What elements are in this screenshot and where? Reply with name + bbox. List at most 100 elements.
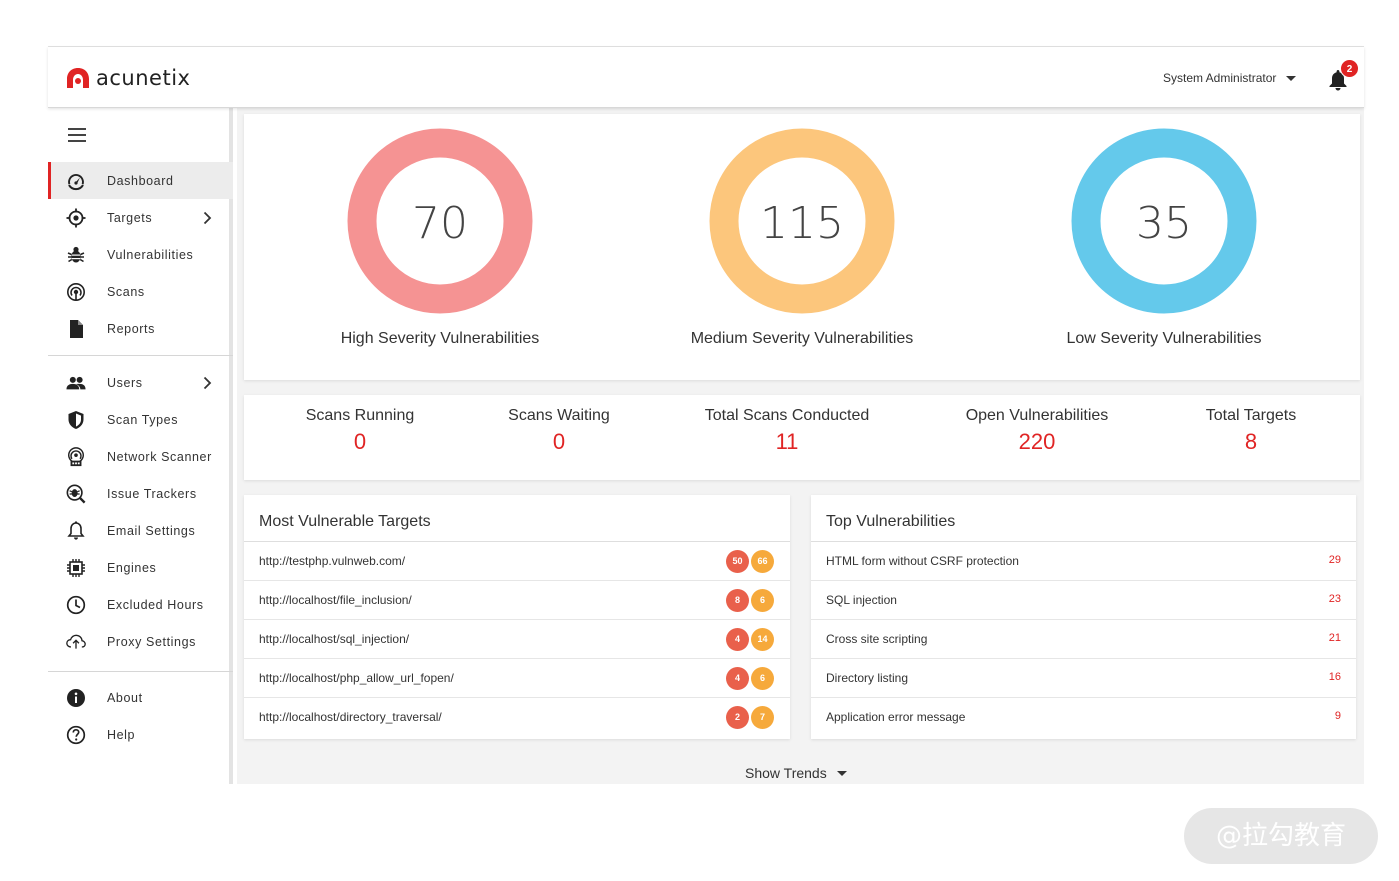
table-row[interactable]: SQL injection 23 — [811, 581, 1356, 620]
medium-count-badge: 6 — [751, 589, 774, 612]
high-severity-ring — [347, 128, 533, 314]
acunetix-logo[interactable]: acunetix — [66, 65, 190, 91]
clock-icon — [66, 595, 86, 615]
high-count-badge: 8 — [726, 589, 749, 612]
watermark: @拉勾教育 — [1184, 808, 1378, 864]
stat-value: 0 — [552, 429, 566, 454]
sidebar-item-email-settings[interactable]: Email Settings — [48, 512, 233, 549]
stat-total-scans[interactable]: Total Scans Conducted 11 — [687, 407, 887, 455]
low-severity-donut[interactable]: 35 — [1071, 128, 1257, 314]
card-header-divider — [244, 541, 790, 542]
sidebar-item-scan-types[interactable]: Scan Types — [48, 401, 233, 438]
sidebar-item-label: Network Scanner — [107, 449, 212, 464]
notifications-button[interactable]: 2 — [1328, 59, 1359, 93]
hamburger-line — [68, 140, 86, 142]
vulnerability-count: 21 — [1328, 632, 1341, 644]
low-severity-ring — [1071, 128, 1257, 314]
sidebar-item-label: Users — [107, 375, 143, 390]
sidebar-item-proxy-settings[interactable]: Proxy Settings — [48, 623, 233, 660]
table-row[interactable]: http://localhost/file_inclusion/ 8 6 — [244, 581, 790, 620]
hamburger-line — [68, 128, 86, 130]
notification-badge: 2 — [1340, 59, 1359, 78]
bug-tracker-icon — [66, 484, 86, 504]
sidebar-item-scans[interactable]: Scans — [48, 273, 233, 310]
medium-severity-ring — [709, 128, 895, 314]
sidebar-item-label: Engines — [107, 560, 157, 575]
cloud-upload-icon — [66, 632, 86, 652]
table-row[interactable]: Cross site scripting 21 — [811, 620, 1356, 659]
stat-scans-waiting[interactable]: Scans Waiting 0 — [459, 407, 659, 455]
sidebar-item-label: Proxy Settings — [107, 634, 196, 649]
stat-label: Scans Waiting — [508, 407, 610, 424]
sidebar-item-dashboard[interactable]: Dashboard — [48, 162, 233, 199]
brand-name: acunetix — [96, 66, 191, 90]
vulnerability-name: Directory listing — [826, 671, 909, 685]
table-row[interactable]: HTML form without CSRF protection 29 — [811, 542, 1356, 581]
sidebar-item-help[interactable]: Help — [48, 716, 233, 753]
vulnerabilities-list: HTML form without CSRF protection 29 SQL… — [811, 542, 1356, 738]
vulnerability-count: 29 — [1328, 554, 1341, 566]
top-vulnerabilities-card: Top Vulnerabilities HTML form without CS… — [811, 495, 1356, 739]
sidebar-item-about[interactable]: About — [48, 679, 233, 716]
user-menu-dropdown[interactable]: System Administrator — [1163, 71, 1297, 85]
stat-value: 220 — [1018, 429, 1056, 454]
sidebar-item-label: Targets — [107, 210, 153, 225]
sidebar-item-network-scanner[interactable]: Network Scanner — [48, 438, 233, 475]
table-row[interactable]: Application error message 9 — [811, 698, 1356, 737]
target-url: http://localhost/php_allow_url_fopen/ — [259, 671, 454, 685]
vulnerability-name: HTML form without CSRF protection — [826, 554, 1019, 568]
menu-toggle-button[interactable] — [68, 128, 86, 142]
hamburger-line — [68, 134, 86, 136]
medium-count-badge: 66 — [751, 550, 774, 573]
user-name: System Administrator — [1163, 71, 1277, 85]
sidebar-item-vulnerabilities[interactable]: Vulnerabilities — [48, 236, 233, 273]
table-row[interactable]: Directory listing 16 — [811, 659, 1356, 698]
medium-severity-donut[interactable]: 115 — [709, 128, 895, 314]
severity-summary-card: 70 High Severity Vulnerabilities 115 Med… — [244, 114, 1360, 380]
caret-down-icon — [836, 770, 847, 776]
vulnerability-name: SQL injection — [826, 593, 897, 607]
stat-label: Scans Running — [305, 407, 415, 424]
high-severity-label: High Severity Vulnerabilities — [340, 330, 540, 347]
sidebar-item-targets[interactable]: Targets — [48, 199, 233, 236]
gauge-icon — [66, 171, 86, 191]
high-count-badge: 2 — [726, 706, 749, 729]
stat-label: Total Scans Conducted — [704, 407, 870, 424]
sidebar-item-reports[interactable]: Reports — [48, 310, 233, 347]
sidebar-item-label: Scan Types — [107, 412, 179, 427]
sidebar: Dashboard Targets Vulnerabilities Scans — [48, 108, 233, 784]
sidebar-item-label: Vulnerabilities — [107, 247, 194, 262]
sidebar-item-engines[interactable]: Engines — [48, 549, 233, 586]
medium-severity-count: 115 — [760, 198, 844, 249]
stat-total-targets[interactable]: Total Targets 8 — [1151, 407, 1351, 455]
stat-open-vulnerabilities[interactable]: Open Vulnerabilities 220 — [937, 407, 1137, 455]
sidebar-item-issue-trackers[interactable]: Issue Trackers — [48, 475, 233, 512]
table-row[interactable]: http://localhost/directory_traversal/ 2 … — [244, 698, 790, 737]
bug-icon — [66, 245, 86, 265]
bell-icon — [66, 521, 86, 541]
stat-value: 11 — [775, 429, 799, 454]
table-row[interactable]: http://testphp.vulnweb.com/ 50 66 — [244, 542, 790, 581]
card-header-divider — [811, 541, 1356, 542]
acunetix-logo-icon — [67, 68, 89, 88]
vulnerability-name: Cross site scripting — [826, 632, 928, 646]
low-severity-count: 35 — [1136, 198, 1192, 249]
stat-scans-running[interactable]: Scans Running 0 — [260, 407, 460, 455]
sidebar-divider — [48, 355, 233, 356]
vulnerability-count: 23 — [1328, 593, 1341, 605]
stat-value: 0 — [353, 429, 367, 454]
chevron-right-icon — [200, 376, 214, 390]
top-header: acunetix System Administrator 2 — [48, 47, 1364, 108]
sidebar-item-users[interactable]: Users — [48, 364, 233, 401]
network-icon — [66, 446, 86, 467]
chevron-right-icon — [200, 211, 214, 225]
sidebar-item-label: About — [107, 690, 143, 705]
targets-list: http://testphp.vulnweb.com/ 50 66 http:/… — [244, 542, 790, 738]
sidebar-item-excluded-hours[interactable]: Excluded Hours — [48, 586, 233, 623]
high-severity-donut[interactable]: 70 — [347, 128, 533, 314]
sidebar-item-label: Reports — [107, 321, 155, 336]
table-row[interactable]: http://localhost/sql_injection/ 4 14 — [244, 620, 790, 659]
show-trends-toggle[interactable]: Show Trends — [745, 765, 847, 781]
sidebar-item-label: Email Settings — [107, 523, 196, 538]
table-row[interactable]: http://localhost/php_allow_url_fopen/ 4 … — [244, 659, 790, 698]
